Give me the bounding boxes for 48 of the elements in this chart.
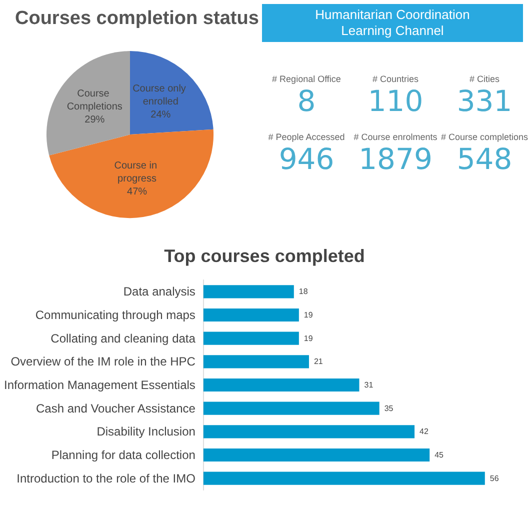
- y-tick-label: Planning for data collection: [51, 448, 196, 462]
- data-label: 548: [456, 142, 514, 176]
- data-label: 45: [434, 450, 444, 460]
- data-label: 56: [490, 474, 500, 483]
- data-label: 42: [420, 427, 429, 436]
- y-tick-label: Overview of the IM role in the HPC: [10, 354, 196, 369]
- bar: [203, 402, 380, 415]
- data-label: 47%: [126, 186, 148, 198]
- y-tick-label: Communicating through maps: [35, 308, 196, 322]
- bar: [203, 448, 430, 462]
- data-label: 19: [304, 310, 314, 320]
- text: Humanitarian Coordination Learning Channel: [262, 4, 523, 42]
- category-label: # Cities: [468, 74, 500, 84]
- data-label: 19: [304, 334, 314, 343]
- data-label: 31: [364, 380, 374, 390]
- y-tick-label: Introduction to the role of the IMO: [16, 471, 196, 486]
- slice-label: Course only enrolled: [132, 83, 189, 108]
- category-label: # Regional Office: [271, 74, 342, 84]
- slice-label: Course in progress: [114, 160, 160, 184]
- data-label: 18: [298, 287, 308, 296]
- y-tick-label: Disability Inclusion: [96, 424, 196, 439]
- y-tick-label: Collating and cleaning data: [50, 331, 196, 346]
- chart-title: Top courses completed: [164, 246, 365, 266]
- data-label: 35: [384, 404, 394, 413]
- chart-title: Courses completion status: [15, 8, 259, 29]
- bar: [203, 308, 299, 322]
- bar: [203, 378, 360, 392]
- category-label: # Course completions: [440, 132, 529, 142]
- bar: [203, 472, 485, 485]
- category-label: # Countries: [371, 74, 420, 84]
- data-label: 8: [296, 84, 317, 118]
- category-label: # People Accessed: [267, 132, 346, 142]
- data-label: 331: [456, 84, 514, 118]
- y-tick-label: Cash and Voucher Assistance: [36, 401, 196, 416]
- bar: [203, 332, 299, 345]
- bar: [203, 355, 309, 368]
- data-label: 1879: [358, 142, 434, 176]
- data-label: 110: [366, 84, 424, 118]
- category-label: # Course enrolments: [352, 132, 438, 142]
- data-label: 24%: [150, 109, 171, 120]
- data-label: 21: [314, 357, 324, 366]
- data-label: 29%: [84, 114, 105, 126]
- bar: [203, 425, 415, 438]
- y-tick-label: Information Management Essentials: [4, 378, 196, 392]
- data-label: 946: [278, 142, 336, 176]
- slice-label: Course Completions: [66, 88, 122, 113]
- bar: [203, 285, 294, 298]
- y-tick-label: Data analysis: [123, 284, 196, 299]
